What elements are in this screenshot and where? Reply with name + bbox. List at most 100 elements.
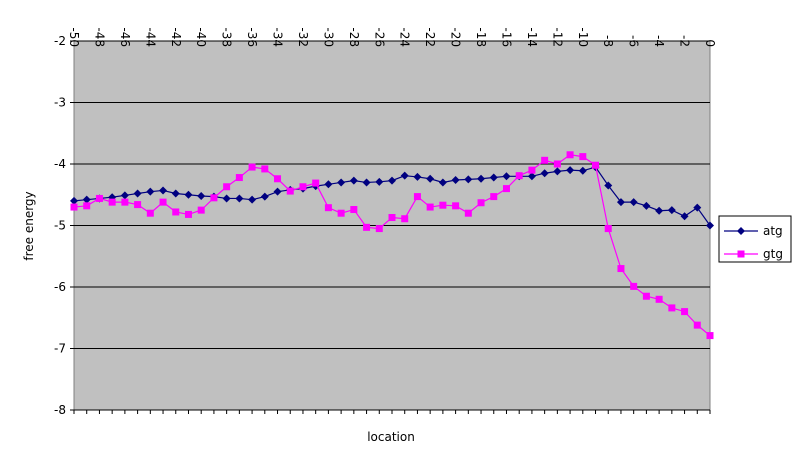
legend-gtg-label: gtg: [763, 247, 783, 261]
data-point-gtg: [502, 185, 510, 193]
data-point-atg: [502, 172, 511, 181]
data-point-gtg: [184, 210, 192, 218]
data-point-atg: [680, 212, 689, 221]
data-point-gtg: [439, 201, 447, 209]
data-point-gtg: [630, 282, 638, 290]
data-point-atg: [171, 189, 180, 198]
data-point-gtg: [248, 163, 256, 171]
data-point-atg: [604, 181, 613, 190]
x-tick-label: -40: [194, 27, 208, 47]
data-point-gtg: [681, 308, 689, 316]
data-point-gtg: [83, 202, 91, 210]
data-point-atg: [146, 187, 155, 196]
data-point-gtg: [197, 206, 205, 214]
data-point-gtg: [337, 209, 345, 217]
data-point-atg: [578, 166, 587, 175]
data-point-gtg: [515, 172, 523, 180]
data-point-gtg: [210, 194, 218, 202]
data-point-atg: [324, 180, 333, 189]
data-point-gtg: [274, 175, 282, 183]
legend-gtg-marker: [737, 250, 745, 258]
data-point-gtg: [528, 166, 536, 174]
data-point-gtg: [413, 193, 421, 201]
data-point-gtg: [490, 193, 498, 201]
data-point-atg: [451, 175, 460, 184]
x-tick-label: -12: [550, 27, 564, 47]
data-point-atg: [337, 178, 346, 187]
data-point-gtg: [388, 214, 396, 222]
x-tick-label: -2: [678, 35, 692, 47]
data-point-gtg: [642, 292, 650, 300]
data-point-atg: [235, 194, 244, 203]
data-point-atg: [706, 221, 714, 230]
data-point-gtg: [95, 194, 103, 202]
x-tick-label: -6: [627, 35, 641, 47]
data-point-gtg: [693, 321, 701, 329]
data-point-atg: [362, 178, 371, 187]
data-point-atg: [388, 176, 396, 185]
x-tick-label: -26: [372, 27, 386, 47]
data-point-atg: [413, 172, 422, 181]
x-tick-label: -16: [499, 27, 513, 47]
data-point-atg: [400, 171, 409, 180]
x-tick-label: -20: [449, 27, 463, 47]
data-point-gtg: [375, 225, 383, 233]
data-point-atg: [464, 175, 473, 184]
data-point-gtg: [553, 160, 561, 168]
data-point-gtg: [592, 161, 600, 169]
data-point-atg: [693, 203, 702, 212]
data-point-atg: [566, 166, 575, 175]
x-tick-label: -30: [321, 27, 335, 47]
y-axis-title: free energy: [22, 191, 36, 260]
data-point-atg: [616, 198, 625, 207]
x-tick-label: -50: [67, 27, 81, 47]
data-point-gtg: [159, 198, 167, 206]
data-point-gtg: [286, 187, 294, 195]
x-tick-label: -42: [169, 27, 183, 47]
x-tick-label: -34: [271, 27, 285, 47]
data-point-gtg: [299, 183, 307, 191]
data-point-gtg: [223, 183, 231, 191]
data-point-gtg: [541, 156, 549, 164]
data-point-atg: [197, 191, 206, 200]
data-point-gtg: [350, 206, 358, 214]
data-point-atg: [438, 178, 447, 187]
data-point-atg: [642, 201, 651, 210]
data-point-gtg: [134, 201, 142, 209]
data-point-gtg: [477, 199, 485, 207]
data-point-atg: [540, 169, 549, 178]
x-tick-label: -8: [601, 35, 615, 47]
data-point-gtg: [108, 198, 116, 206]
data-point-atg: [349, 176, 358, 185]
y-tick-label: -8: [54, 403, 66, 417]
x-tick-label: -46: [118, 27, 132, 47]
data-point-gtg: [464, 209, 472, 217]
data-point-atg: [70, 196, 78, 205]
x-tick-label: -22: [423, 27, 437, 47]
x-tick-label: -28: [347, 27, 361, 47]
data-point-atg: [489, 173, 498, 182]
data-point-atg: [273, 187, 282, 196]
data-point-atg: [553, 167, 562, 176]
data-point-atg: [159, 186, 168, 195]
data-point-gtg: [579, 153, 587, 161]
data-point-gtg: [401, 215, 409, 223]
data-point-gtg: [452, 202, 460, 210]
x-tick-label: -36: [245, 27, 259, 47]
data-point-atg: [222, 194, 231, 203]
data-point-gtg: [706, 332, 714, 340]
x-tick-label: 0: [703, 39, 717, 47]
x-tick-label: -24: [398, 27, 412, 47]
y-axis-ticks: -2 -3 -4 -5 -6 -7 -8: [54, 34, 74, 417]
data-point-gtg: [604, 225, 612, 233]
data-point-atg: [667, 206, 676, 215]
legend-atg-marker: [737, 227, 745, 235]
data-point-gtg: [566, 151, 574, 159]
x-tick-label: -32: [296, 27, 310, 47]
y-tick-label: -2: [54, 34, 66, 48]
x-axis-title: location: [367, 430, 415, 444]
data-point-gtg: [146, 209, 154, 217]
data-point-gtg: [363, 223, 371, 231]
data-point-gtg: [172, 208, 180, 216]
